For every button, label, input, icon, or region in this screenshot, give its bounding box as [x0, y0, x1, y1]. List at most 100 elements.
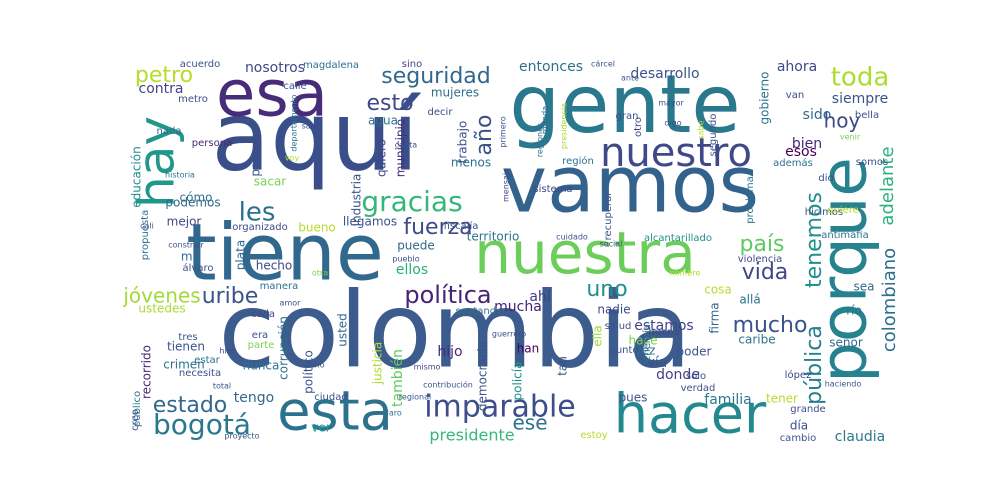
- cloud-word: grande: [790, 404, 825, 415]
- cloud-word: mil: [181, 250, 199, 264]
- cloud-word: antimafia: [821, 230, 868, 241]
- cloud-word: decir: [428, 107, 454, 118]
- cloud-word: ustedes: [138, 302, 185, 316]
- cloud-word: familia: [704, 392, 751, 408]
- cloud-word: educación: [130, 146, 144, 207]
- cloud-word: álvaro: [183, 262, 214, 274]
- cloud-word: hay: [128, 116, 186, 208]
- cloud-word: regional: [399, 393, 431, 402]
- cloud-word: sido: [803, 107, 832, 123]
- cloud-word: salir: [302, 122, 320, 131]
- cloud-word: ciudad: [314, 392, 347, 403]
- cloud-word: departamento: [290, 94, 299, 151]
- cloud-word: mensaje: [502, 168, 511, 202]
- cloud-word: nadie: [597, 303, 630, 317]
- cloud-word: magdalena: [303, 60, 359, 71]
- cloud-word: sea: [854, 280, 875, 294]
- cloud-word: cosa: [704, 283, 732, 297]
- cloud-word: sacar: [254, 175, 287, 189]
- cloud-word: puede: [397, 239, 435, 253]
- cloud-word: toda: [831, 63, 890, 93]
- cloud-word: salud: [605, 321, 632, 332]
- cloud-word: social: [600, 240, 623, 249]
- cloud-word: democracia: [476, 341, 490, 411]
- cloud-word: gran: [616, 111, 639, 122]
- cloud-word: solo: [686, 371, 706, 382]
- cloud-word: podemos: [165, 196, 220, 210]
- cloud-word: energía: [641, 324, 653, 362]
- cloud-word: caribe: [738, 333, 775, 347]
- cloud-word: ahí: [529, 289, 551, 305]
- cloud-word: tener: [766, 392, 798, 406]
- cloud-word: porque: [808, 157, 882, 383]
- cloud-word: ahora: [777, 59, 817, 75]
- cloud-word: presidente: [429, 426, 514, 445]
- cloud-word: mirada: [541, 106, 550, 134]
- cloud-word: era: [252, 330, 268, 341]
- cloud-word: usted: [336, 313, 350, 347]
- cloud-word: mayor: [658, 99, 684, 108]
- cloud-word: uno: [586, 277, 627, 302]
- cloud-word: municipio: [394, 119, 408, 177]
- cloud-word: bueno: [298, 221, 336, 235]
- cloud-word: tienen: [167, 340, 205, 354]
- cloud-word: corrupción: [277, 316, 291, 380]
- cloud-word: canta: [395, 141, 418, 150]
- cloud-word: nuestro: [600, 130, 752, 176]
- cloud-word: paz: [249, 155, 263, 176]
- cloud-word: gracias: [361, 185, 462, 218]
- cloud-word: nunca: [243, 359, 280, 373]
- cloud-word: estamos: [634, 318, 693, 334]
- cloud-word: otra: [312, 269, 328, 278]
- cloud-word: región: [562, 155, 594, 167]
- cloud-word: cómo: [180, 191, 213, 205]
- cloud-word: hicimos: [805, 207, 843, 218]
- cloud-word: recuperar: [603, 191, 614, 241]
- cloud-word: total: [213, 382, 231, 391]
- cloud-word: donde: [656, 367, 700, 383]
- cloud-word: pueblo: [392, 255, 419, 264]
- cloud-word: construir: [168, 241, 204, 250]
- cloud-word: cada: [251, 309, 275, 320]
- cloud-word: público: [131, 391, 143, 427]
- cloud-word: amor: [280, 299, 302, 308]
- cloud-word: esos: [785, 144, 817, 160]
- cloud-word: digo: [664, 119, 681, 128]
- cloud-word: ellos: [396, 262, 428, 278]
- cloud-word: somos: [856, 157, 888, 168]
- cloud-word: esa: [216, 58, 328, 132]
- cloud-word: siempre: [832, 91, 888, 107]
- cloud-word: presidencia: [560, 103, 569, 149]
- cloud-word: manera: [260, 281, 299, 292]
- cloud-word: sino: [402, 59, 422, 70]
- cloud-word: niño: [307, 361, 324, 370]
- cloud-word: tres: [178, 332, 197, 343]
- cloud-word: dio: [818, 173, 833, 184]
- cloud-word: vez: [635, 344, 656, 358]
- cloud-word: ver: [311, 421, 330, 435]
- cloud-word: primero: [499, 116, 508, 147]
- cloud-word: hijo: [437, 344, 462, 360]
- cloud-word: tenemos: [802, 192, 827, 288]
- cloud-word: estar: [194, 355, 220, 366]
- cloud-word: industria: [350, 174, 364, 227]
- cloud-word: también: [390, 349, 406, 407]
- cloud-word: recorrido: [140, 345, 154, 399]
- cloud-word: acuerdo: [180, 59, 221, 70]
- cloud-word: cuidado: [556, 233, 588, 242]
- cloud-word: esta: [277, 380, 393, 443]
- cloud-word: mucha: [494, 299, 542, 315]
- cloud-word: trabajo: [456, 121, 470, 164]
- cloud-word: santander: [456, 306, 508, 317]
- cloud-word: además: [773, 157, 813, 169]
- cloud-word: proyecto: [224, 432, 259, 441]
- cloud-word: hace: [629, 334, 658, 348]
- cloud-word: claudia: [835, 429, 885, 445]
- cloud-word: fiscalía: [444, 220, 479, 232]
- cloud-word: pues: [619, 391, 648, 405]
- cloud-word: justicia: [371, 342, 385, 386]
- cloud-word: agua: [368, 114, 398, 128]
- cloud-word: verdad: [681, 383, 716, 394]
- cloud-word: político: [302, 350, 316, 394]
